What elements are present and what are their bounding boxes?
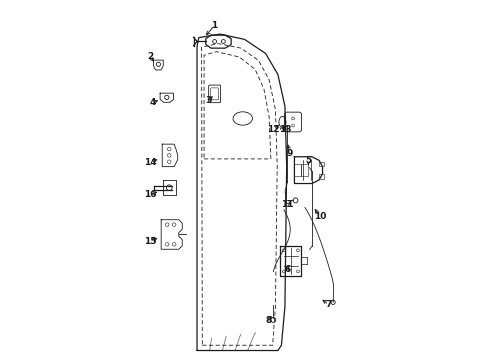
Text: 15: 15 bbox=[144, 237, 156, 246]
Text: 10: 10 bbox=[313, 212, 325, 221]
Text: 12: 12 bbox=[266, 125, 279, 134]
Bar bbox=[318, 174, 323, 179]
Text: 11: 11 bbox=[281, 200, 293, 209]
Text: 13: 13 bbox=[278, 125, 290, 134]
Bar bbox=[293, 164, 300, 176]
Text: 3: 3 bbox=[205, 96, 211, 105]
Bar bbox=[318, 162, 323, 166]
Text: 1: 1 bbox=[211, 21, 217, 30]
Text: 14: 14 bbox=[143, 158, 156, 167]
Text: 9: 9 bbox=[286, 149, 292, 158]
Text: 8: 8 bbox=[264, 316, 271, 325]
Text: 6: 6 bbox=[284, 265, 290, 274]
Text: 5: 5 bbox=[305, 156, 311, 165]
Text: 7: 7 bbox=[325, 300, 331, 309]
Bar bbox=[301, 164, 308, 176]
Text: 4: 4 bbox=[150, 98, 156, 107]
Text: 16: 16 bbox=[144, 190, 156, 199]
Text: 2: 2 bbox=[147, 53, 153, 62]
